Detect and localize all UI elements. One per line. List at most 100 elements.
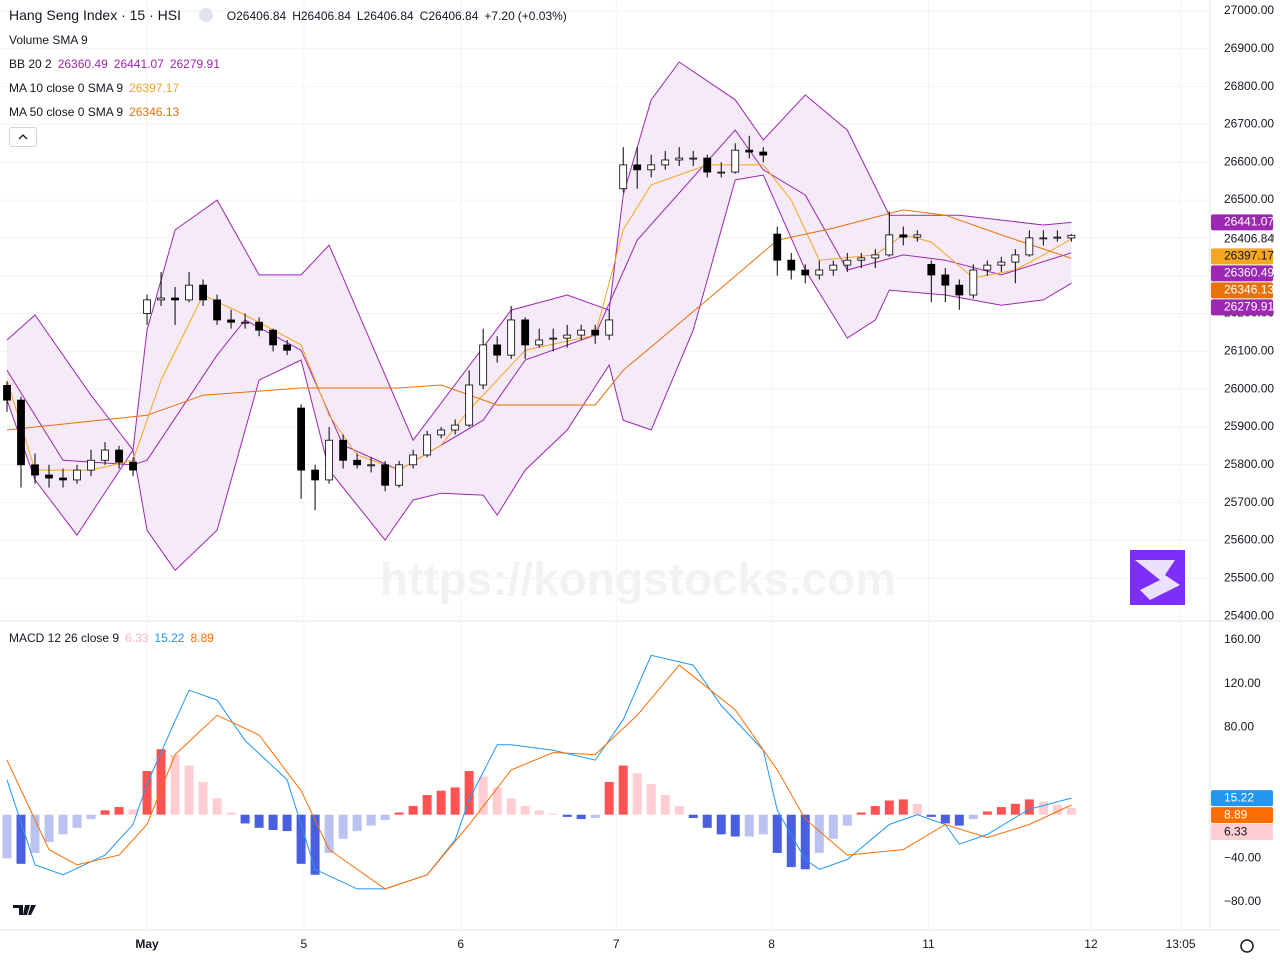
indicator-line (6, 209, 1072, 431)
indicator-value: 15.22 (154, 631, 185, 645)
y-tick-label: 25700.00 (1224, 495, 1274, 509)
collapse-button[interactable] (9, 127, 37, 147)
histogram-bar (758, 814, 768, 835)
change: +7.20 (484, 9, 515, 23)
ohlc: O26406.84 H26406.84 L26406.84 C26406.84 +7.2… (227, 9, 573, 23)
y-tick-label: 26800.00 (1224, 79, 1274, 93)
candle-body (955, 284, 964, 296)
candle-body (1039, 237, 1048, 240)
candle-body (465, 384, 474, 426)
histogram-bar (198, 781, 208, 815)
candle-body (633, 164, 642, 171)
candle-body (507, 319, 516, 356)
histogram-bar (632, 773, 642, 815)
histogram-bar (716, 814, 726, 835)
candle-body (521, 319, 530, 346)
histogram-bar (436, 790, 446, 815)
indicator-legend: MA 50 close 0 SMA 9 26346.13 (9, 105, 185, 119)
candle-body (857, 257, 866, 261)
candle-body (647, 164, 656, 171)
y-tick-label: 26500.00 (1224, 192, 1274, 206)
histogram-bar (366, 814, 376, 826)
indicator-name: Volume SMA 9 (9, 33, 88, 47)
histogram-bar (394, 812, 404, 815)
watermark-logo (1130, 550, 1185, 605)
candle-body (1067, 234, 1076, 239)
candle-body (409, 454, 418, 466)
histogram-bar (44, 814, 54, 842)
histogram-bar (520, 805, 530, 815)
y-tick-label: 26600.00 (1224, 154, 1274, 168)
candle-body (479, 344, 488, 386)
histogram-bar (184, 765, 194, 815)
indicator-line (6, 664, 1072, 890)
histogram-bar (422, 795, 432, 815)
candle-body (717, 171, 726, 174)
candle-body (353, 459, 362, 466)
x-tick-label: May (135, 937, 159, 951)
histogram-bar (30, 814, 40, 853)
candle-body (31, 464, 39, 476)
histogram-bar (674, 805, 684, 815)
candle-body (311, 469, 320, 481)
candle-body (577, 329, 586, 336)
y-tick-label: 25900.00 (1224, 419, 1274, 433)
price-badge (1211, 790, 1273, 807)
candle-body (269, 329, 277, 346)
histogram-bar (380, 814, 390, 821)
indicator-line (6, 654, 1072, 890)
price-badge-label: 15.22 (1224, 790, 1254, 804)
y-tick-label: 25400.00 (1224, 608, 1274, 622)
histogram-bar (590, 814, 600, 818)
candle-body (73, 469, 81, 481)
candle-body (759, 151, 768, 156)
candle-body (801, 269, 810, 276)
candle-body (1053, 236, 1062, 239)
y-tick-label: 25800.00 (1224, 457, 1274, 471)
indicator-value: 26441.07 (113, 57, 164, 71)
price-badge-label: 8.89 (1224, 807, 1248, 821)
price-badge (1211, 807, 1273, 824)
histogram-bar (128, 809, 138, 815)
symbol-title: Hang Seng Index · 15 · HSI (9, 7, 181, 23)
histogram-bar (772, 814, 782, 853)
candle-body (437, 429, 446, 436)
histogram-bar (1024, 799, 1034, 815)
change-pct: (+0.03%) (517, 9, 567, 23)
candle-body (983, 264, 992, 271)
settings-icon (1240, 939, 1254, 953)
tv-logo (13, 905, 36, 915)
candle-body (1011, 254, 1020, 263)
histogram-bar (702, 814, 712, 828)
histogram-bar (940, 814, 950, 824)
candle-body (913, 234, 922, 238)
indicator-value: 26360.49 (57, 57, 108, 71)
histogram-bar (534, 810, 544, 815)
candle-body (941, 274, 950, 286)
histogram-bar (156, 749, 166, 815)
histogram-bar (548, 813, 558, 815)
ohlc-label: H (292, 9, 301, 23)
candle-body (129, 461, 137, 471)
indicator-name: MA 50 close 0 SMA 9 (9, 105, 124, 119)
candle-body (3, 384, 11, 401)
candle-body (661, 159, 670, 166)
y-tick-label: −40.00 (1224, 851, 1261, 865)
y-tick-label: 120.00 (1224, 676, 1261, 690)
histogram-bar (450, 787, 460, 815)
indicator-line (6, 129, 1072, 471)
y-tick-label: 26900.00 (1224, 41, 1274, 55)
price-badge-label: 26360.49 (1224, 266, 1274, 280)
candle-body (367, 464, 376, 467)
histogram-bar (842, 814, 852, 826)
candle-body (171, 297, 179, 301)
x-tick-label: 13:05 (1166, 937, 1196, 951)
candle-body (87, 459, 95, 471)
histogram-bar (2, 814, 12, 859)
y-tick-label: 26000.00 (1224, 381, 1274, 395)
x-tick-label: 11 (922, 937, 935, 951)
histogram-bar (72, 814, 82, 828)
histogram-bar (212, 798, 222, 815)
candle-body (689, 157, 698, 160)
ohlc-label: C (419, 9, 429, 23)
